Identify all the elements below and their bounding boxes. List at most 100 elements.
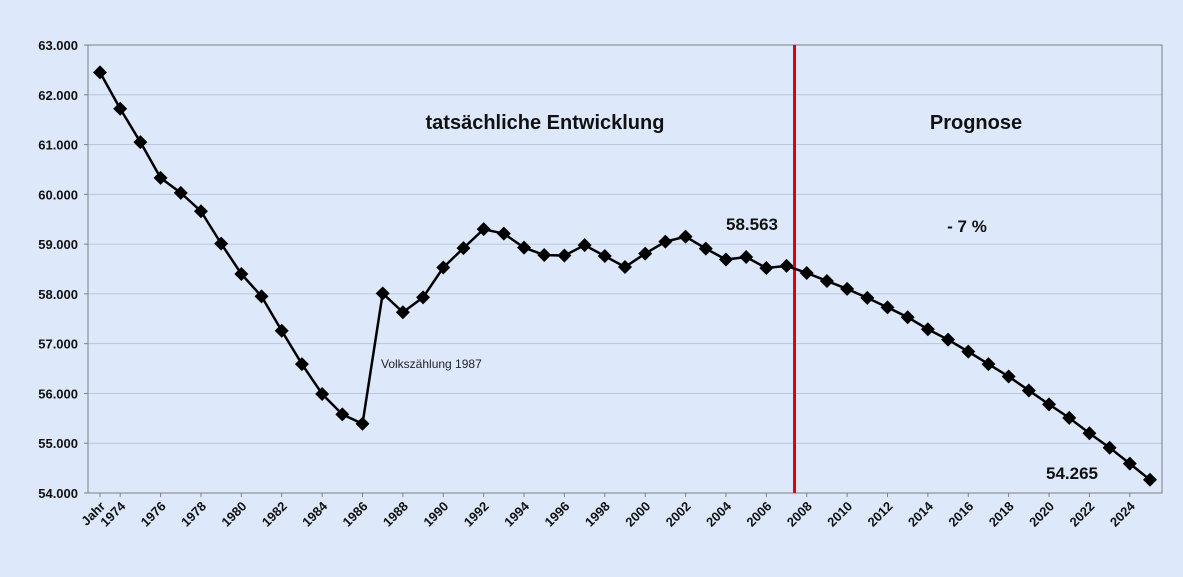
data-point-marker — [577, 238, 592, 253]
x-tick-label: 2002 — [663, 499, 694, 530]
x-tick-label: 2020 — [1026, 499, 1057, 530]
data-point-marker — [315, 386, 330, 401]
data-point-marker — [920, 322, 935, 337]
change-percent-label: - 7 % — [947, 217, 987, 236]
data-point-marker — [618, 260, 632, 275]
data-point-marker — [941, 332, 956, 347]
data-point-marker — [1042, 397, 1057, 412]
x-tick-label: 1994 — [501, 498, 533, 530]
y-tick-label: 59.000 — [38, 237, 78, 252]
data-point-marker — [1143, 472, 1157, 487]
data-point-marker — [840, 281, 855, 296]
x-tick-label: 1998 — [582, 499, 613, 530]
data-point-marker — [718, 252, 733, 267]
data-point-marker — [900, 310, 915, 325]
plot-frame — [87, 44, 1163, 494]
data-markers — [93, 65, 1157, 487]
y-tick-label: 58.000 — [38, 287, 78, 302]
data-point-marker — [638, 246, 653, 261]
y-tick-label: 61.000 — [38, 138, 78, 153]
x-tick-label: 2024 — [1107, 498, 1139, 530]
x-tick-label: 2022 — [1066, 499, 1097, 530]
data-point-marker — [254, 289, 269, 304]
x-tick-label: 1976 — [138, 499, 169, 530]
data-point-marker — [214, 236, 229, 251]
data-point-marker — [1062, 410, 1077, 425]
x-tick-label: 1988 — [380, 499, 411, 530]
data-point-marker — [658, 234, 673, 249]
data-point-marker — [961, 344, 976, 359]
data-point-marker — [375, 286, 390, 301]
data-point-marker — [416, 290, 431, 305]
data-point-marker — [173, 185, 188, 200]
data-point-marker — [1082, 426, 1097, 441]
data-point-marker — [153, 170, 168, 185]
data-point-marker — [819, 273, 834, 288]
x-tick-label: 1974 — [97, 498, 129, 530]
data-point-marker — [698, 241, 713, 256]
x-tick-label: 2006 — [743, 499, 774, 530]
x-tick-label: 1982 — [259, 499, 290, 530]
y-tick-label: 55.000 — [38, 436, 78, 451]
x-tick-label: 2004 — [703, 498, 735, 530]
data-point-marker — [355, 416, 370, 431]
data-point-marker — [1001, 369, 1016, 384]
data-point-marker — [597, 249, 612, 264]
data-point-marker — [133, 135, 148, 150]
data-point-marker — [799, 265, 814, 280]
y-tick-label: 56.000 — [38, 386, 78, 401]
data-point-marker — [557, 248, 572, 263]
data-point-marker — [335, 407, 350, 422]
x-tick-label: 2000 — [622, 499, 653, 530]
y-tick-label: 54.000 — [38, 486, 78, 501]
x-tick-label: 2010 — [824, 499, 855, 530]
y-tick-label: 62.000 — [38, 88, 78, 103]
x-tick-label: 2016 — [945, 499, 976, 530]
x-tick-label: 1980 — [218, 499, 249, 530]
data-point-marker — [1122, 456, 1137, 471]
value-2007-label: 58.563 — [726, 215, 778, 234]
data-point-marker — [860, 290, 875, 305]
x-tick-label: 2018 — [986, 499, 1017, 530]
data-point-marker — [193, 204, 208, 219]
y-axis-tick-labels: 54.000 55.000 56.000 57.000 58.000 59.000 60.0… — [38, 38, 78, 501]
data-point-marker — [759, 261, 774, 276]
actual-development-label: tatsächliche Entwicklung — [426, 112, 665, 134]
x-tick-label: 1992 — [461, 499, 492, 530]
x-tick-label: 1996 — [541, 499, 572, 530]
data-point-marker — [537, 248, 552, 263]
data-point-marker — [395, 305, 410, 320]
data-point-marker — [678, 229, 693, 244]
data-point-marker — [456, 241, 471, 256]
y-tick-label: 60.000 — [38, 187, 78, 202]
data-point-marker — [436, 260, 451, 275]
data-point-marker — [779, 258, 794, 273]
data-point-marker — [476, 222, 491, 237]
y-tick-label: 57.000 — [38, 337, 78, 352]
data-point-marker — [234, 266, 249, 281]
data-point-marker — [739, 250, 754, 265]
data-point-marker — [1021, 383, 1036, 398]
x-tick-label: 1990 — [420, 499, 451, 530]
data-point-marker — [113, 101, 128, 116]
data-point-marker — [981, 357, 996, 372]
x-tick-label: 1986 — [340, 499, 371, 530]
y-tick-label: 63.000 — [38, 38, 78, 53]
x-tick-label: 2012 — [865, 499, 896, 530]
data-point-marker — [93, 65, 107, 80]
x-tick-label: 2014 — [905, 498, 937, 530]
data-point-marker — [274, 323, 289, 338]
data-point-marker — [294, 357, 309, 372]
forecast-label: Prognose — [930, 112, 1022, 134]
x-tick-label: 1984 — [299, 498, 331, 530]
x-tick-label: 2008 — [784, 499, 815, 530]
data-point-marker — [517, 240, 532, 255]
data-point-marker — [880, 300, 895, 315]
data-point-marker — [496, 226, 511, 241]
x-tick-label: 1978 — [178, 499, 209, 530]
value-2025-label: 54.265 — [1046, 464, 1098, 483]
census-note-label: Volkszählung 1987 — [381, 357, 482, 371]
data-point-marker — [1102, 440, 1117, 455]
